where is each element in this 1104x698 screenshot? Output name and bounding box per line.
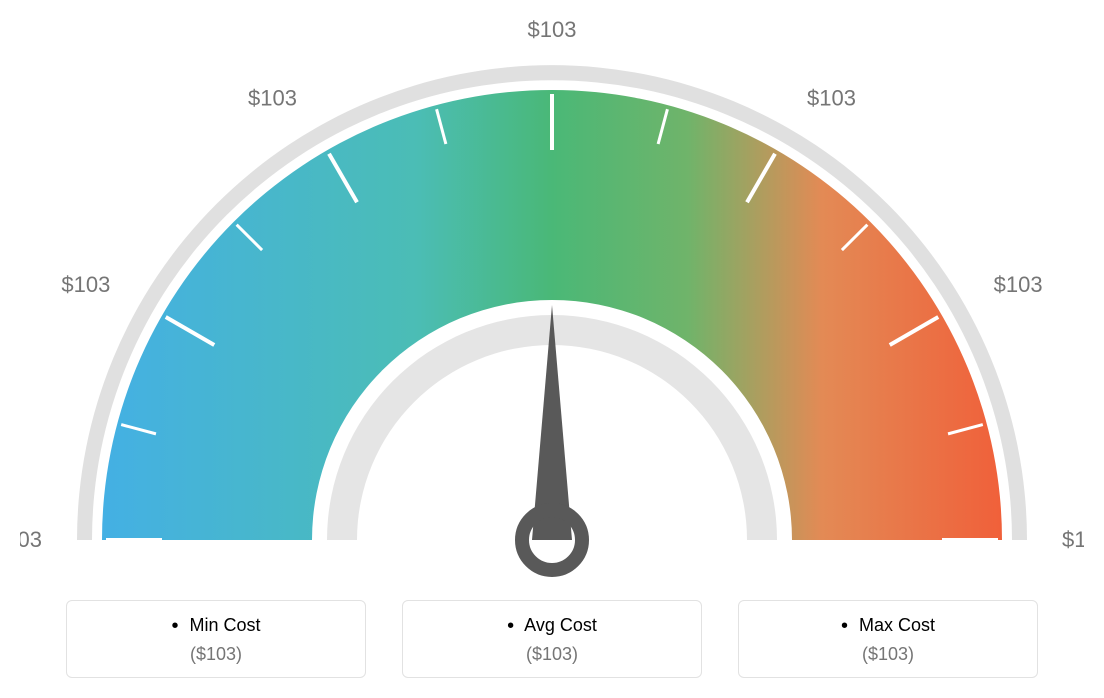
legend-min-value: ($103) <box>67 644 365 665</box>
legend-avg-value: ($103) <box>403 644 701 665</box>
legend-max-title: • Max Cost <box>739 615 1037 636</box>
gauge-tick-label: $103 <box>20 527 42 552</box>
legend-min-title: • Min Cost <box>67 615 365 636</box>
gauge-tick-label: $103 <box>994 272 1043 297</box>
cost-gauge-chart: $103 $103 $103 $103 $103 $103 $103 <box>20 20 1084 580</box>
legend-max-value: ($103) <box>739 644 1037 665</box>
legend-card-max: • Max Cost ($103) <box>738 600 1038 678</box>
legend-avg-title: • Avg Cost <box>403 615 701 636</box>
gauge-tick-label: $103 <box>528 20 577 42</box>
gauge-tick-label: $103 <box>807 85 856 110</box>
gauge-tick-label: $103 <box>1062 527 1084 552</box>
gauge-tick-label: $103 <box>61 272 110 297</box>
legend-row: • Min Cost ($103) • Avg Cost ($103) • Ma… <box>66 600 1038 678</box>
dot-icon: • <box>841 616 848 636</box>
legend-max-label: Max Cost <box>859 615 935 635</box>
gauge-tick-label: $103 <box>248 85 297 110</box>
gauge-svg: $103 $103 $103 $103 $103 $103 $103 <box>20 20 1084 580</box>
dot-icon: • <box>171 616 178 636</box>
legend-card-avg: • Avg Cost ($103) <box>402 600 702 678</box>
dot-icon: • <box>507 616 514 636</box>
legend-avg-label: Avg Cost <box>524 615 597 635</box>
legend-min-label: Min Cost <box>190 615 261 635</box>
legend-card-min: • Min Cost ($103) <box>66 600 366 678</box>
